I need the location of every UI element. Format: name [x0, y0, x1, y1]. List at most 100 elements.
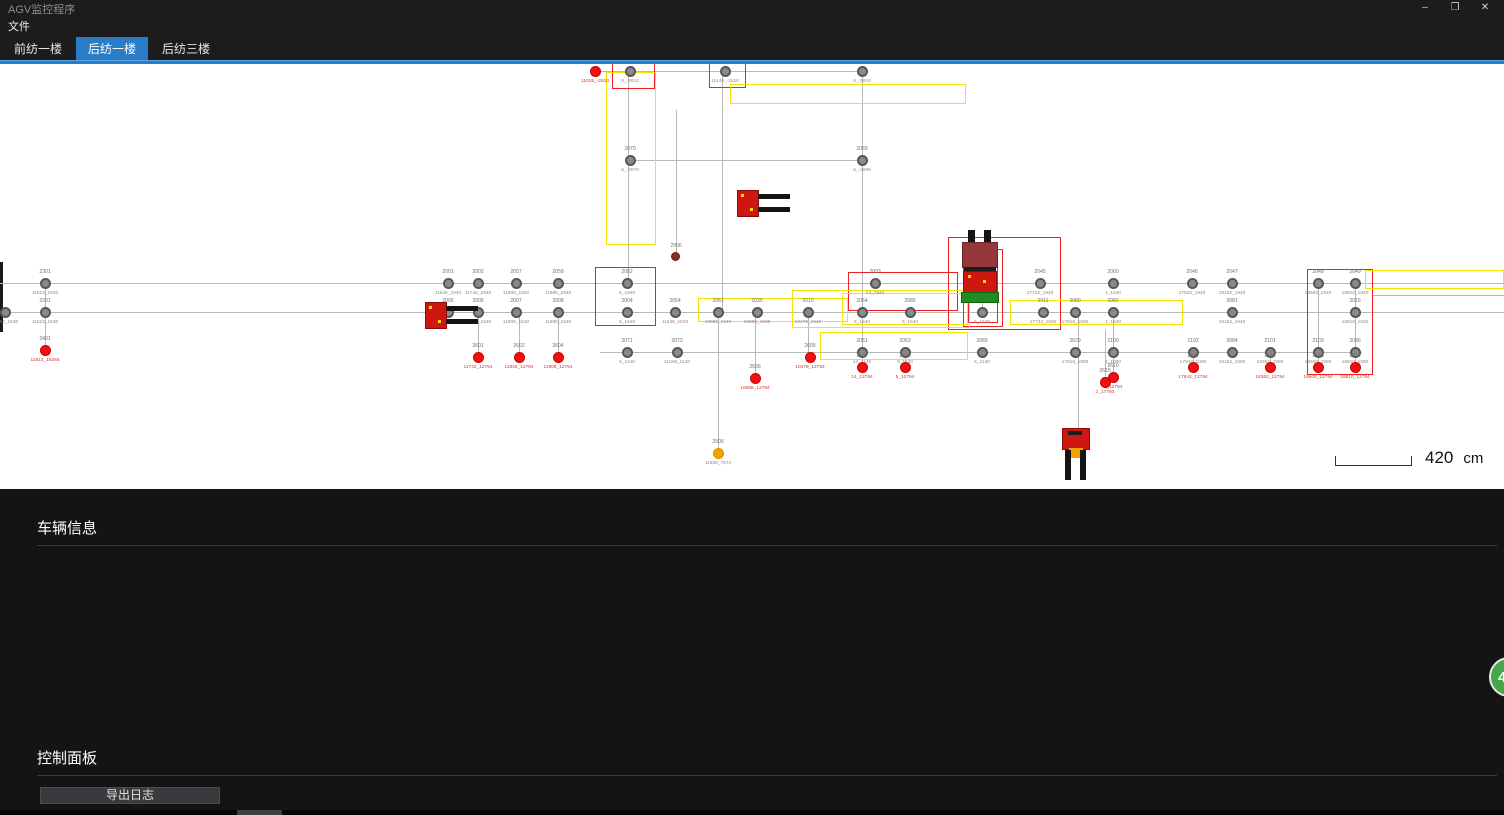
map-node[interactable]	[622, 347, 633, 358]
map-node[interactable]	[857, 307, 868, 318]
map-node[interactable]	[977, 307, 988, 318]
map-node-coord: 6_1540	[853, 319, 871, 325]
map-node[interactable]	[671, 252, 680, 261]
map-node-id: 2060	[1107, 269, 1119, 275]
map-node[interactable]	[1313, 278, 1324, 289]
map-node[interactable]	[514, 352, 525, 363]
map-node-coord: 18152_1940	[1218, 290, 1246, 296]
map-node-coord: 6_1140	[619, 359, 635, 365]
map-node[interactable]	[1350, 278, 1361, 289]
map-node-id: 2201	[39, 298, 51, 304]
map-node-coord: 11015_-2810	[581, 78, 609, 84]
map-node[interactable]	[1108, 347, 1119, 358]
map-node[interactable]	[713, 448, 724, 459]
map-node[interactable]	[40, 307, 51, 318]
map-node[interactable]	[1350, 307, 1361, 318]
map-node-id: 2610	[1107, 363, 1119, 369]
map-node-coord: 10478_1540	[794, 319, 822, 325]
agv-vehicle[interactable]	[958, 230, 1018, 303]
map-node[interactable]	[752, 307, 763, 318]
tab-2[interactable]: 后纺三楼	[162, 42, 211, 56]
map-node[interactable]	[1100, 377, 1111, 388]
map-node[interactable]	[511, 278, 522, 289]
map-node[interactable]	[803, 307, 814, 318]
map-node[interactable]	[625, 155, 636, 166]
map-node-id: 2301	[39, 269, 51, 275]
map-node[interactable]	[977, 347, 988, 358]
map-node[interactable]	[1313, 362, 1324, 373]
map-node[interactable]	[40, 345, 51, 356]
map-node-coord: 11658_7974	[704, 460, 732, 466]
map-node[interactable]	[1108, 278, 1119, 289]
tab-1[interactable]: 后纺一楼	[76, 37, 149, 60]
menu-item-file[interactable]: 文件	[8, 21, 30, 33]
map-node[interactable]	[1188, 347, 1199, 358]
map-node[interactable]	[1187, 278, 1198, 289]
alarm-zone-red	[595, 267, 656, 326]
map-node[interactable]	[0, 307, 11, 318]
map-node[interactable]	[622, 278, 633, 289]
close-button[interactable]: ✕	[1480, 2, 1490, 13]
map-path-line	[1355, 286, 1356, 367]
map-node-id: 2011	[1037, 298, 1049, 304]
map-node[interactable]	[553, 352, 564, 363]
map-node[interactable]	[1265, 362, 1276, 373]
agv-vehicle[interactable]	[425, 302, 485, 372]
map-node[interactable]	[1108, 307, 1119, 318]
restore-button[interactable]: ❐	[1450, 2, 1460, 13]
map-node[interactable]	[672, 347, 683, 358]
map-node-coord: 17732_1940	[1026, 290, 1054, 296]
map-node[interactable]	[805, 352, 816, 363]
tab-0[interactable]: 前纺一楼	[14, 42, 63, 56]
map-node[interactable]	[553, 278, 564, 289]
map-node[interactable]	[720, 66, 731, 77]
map-node[interactable]	[40, 278, 51, 289]
map-node[interactable]	[473, 278, 484, 289]
map-node[interactable]	[1070, 347, 1081, 358]
map-canvas[interactable]: 420 cm 11015_-2810 6_-2810 11448_-2810 6_-28…	[0, 64, 1504, 489]
map-node-id: 2010	[802, 298, 814, 304]
map-node[interactable]	[622, 307, 633, 318]
map-node[interactable]	[590, 66, 601, 77]
map-node[interactable]	[900, 362, 911, 373]
export-log-button[interactable]: 导出日志	[40, 787, 220, 804]
map-node[interactable]	[1350, 362, 1361, 373]
map-node-coord: 18600_12794	[1303, 374, 1333, 380]
map-node[interactable]	[511, 307, 522, 318]
map-node[interactable]	[1070, 307, 1081, 318]
map-node-id: 2045	[1034, 269, 1046, 275]
agv-vehicle[interactable]	[737, 190, 797, 260]
horizontal-scrollbar[interactable]	[0, 810, 1504, 815]
map-node[interactable]	[1313, 347, 1324, 358]
map-node[interactable]	[1188, 362, 1199, 373]
map-node[interactable]	[857, 155, 868, 166]
map-node[interactable]	[443, 278, 454, 289]
map-node-id: 2001	[442, 269, 454, 275]
map-node[interactable]	[1350, 347, 1361, 358]
map-node[interactable]	[1038, 307, 1049, 318]
map-node[interactable]	[473, 352, 484, 363]
agv-part	[758, 194, 790, 199]
map-node[interactable]	[473, 307, 484, 318]
map-node-coord: 6_-2069	[853, 167, 871, 173]
map-node[interactable]	[553, 307, 564, 318]
map-node[interactable]	[857, 66, 868, 77]
map-node[interactable]	[1227, 278, 1238, 289]
map-node[interactable]	[750, 373, 761, 384]
map-node[interactable]	[625, 66, 636, 77]
map-node[interactable]	[1227, 307, 1238, 318]
map-node[interactable]	[905, 307, 916, 318]
map-node[interactable]	[1227, 347, 1238, 358]
minimize-button[interactable]: –	[1422, 2, 1428, 13]
scrollbar-thumb[interactable]	[237, 810, 282, 815]
map-node-coord: 11048_1540	[661, 319, 689, 325]
map-node[interactable]	[670, 307, 681, 318]
map-node[interactable]	[870, 278, 881, 289]
agv-vehicle[interactable]	[1062, 428, 1122, 489]
map-node[interactable]	[857, 347, 868, 358]
map-node[interactable]	[713, 307, 724, 318]
map-node[interactable]	[1265, 347, 1276, 358]
map-node[interactable]	[1035, 278, 1046, 289]
map-node[interactable]	[900, 347, 911, 358]
map-node[interactable]	[857, 362, 868, 373]
